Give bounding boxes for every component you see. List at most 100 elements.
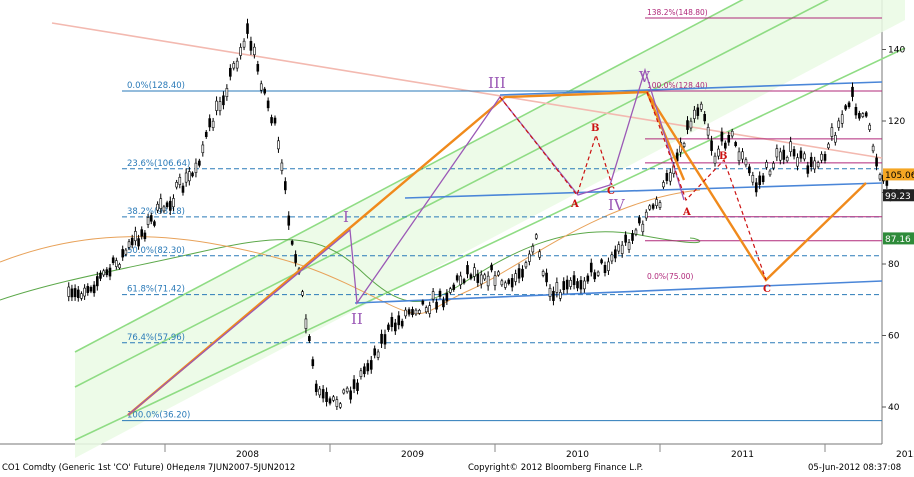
candle-body [724, 142, 727, 149]
footer-center: Copyright© 2012 Bloomberg Finance L.P. [468, 463, 644, 473]
upper-blue-line [499, 81, 883, 96]
candle-body [555, 282, 559, 293]
candle-body [552, 290, 555, 301]
candle-body [734, 142, 737, 147]
candle-body [256, 64, 260, 72]
candle-body [178, 176, 182, 185]
candle-body [854, 107, 858, 116]
price-badge-label: 105.06 [885, 171, 914, 181]
candle-body [325, 391, 328, 403]
abc-label: C [607, 186, 615, 197]
candle-body [775, 148, 779, 158]
candle-body [253, 46, 256, 56]
y-tick-label: 80 [888, 260, 900, 270]
candle-body [730, 130, 734, 137]
candle-body [111, 257, 115, 263]
candle-body [204, 131, 208, 137]
candle-body [504, 282, 507, 288]
impulse-trend [127, 90, 686, 416]
candle-body [149, 215, 153, 222]
candle-body [290, 240, 294, 245]
candle-body [235, 60, 239, 69]
wave-label-ii: II [351, 310, 363, 328]
candle-body [737, 151, 741, 162]
elliott-wave-lines [127, 67, 685, 416]
candle-body [121, 249, 124, 258]
candle-body [610, 254, 614, 262]
candle-body [191, 172, 194, 177]
candle-body [124, 249, 128, 255]
candle-body [500, 280, 504, 286]
candle-body [229, 67, 232, 77]
footer-left: CO1 Comdty (Generic 1st 'CO' Future) 0Не… [2, 463, 296, 473]
candle-body [634, 229, 638, 235]
candle-body [493, 275, 497, 286]
y-tick-label: 140 [888, 46, 905, 56]
abc-correction-2 [646, 91, 767, 281]
candle-body [665, 173, 669, 181]
candle-body [246, 23, 249, 34]
candle-body [294, 254, 297, 263]
candle-body [727, 134, 731, 143]
abc-label: A [682, 207, 691, 218]
candle-body [816, 162, 820, 168]
candle-body [215, 100, 218, 111]
candle-body [335, 399, 339, 407]
candle-body [490, 264, 493, 271]
fib-label: 38.2%(93.18) [127, 207, 185, 217]
candle-body [799, 150, 803, 159]
candle-body [181, 185, 185, 193]
candle-body [655, 199, 658, 206]
candle-body [507, 279, 511, 284]
candle-body [868, 124, 871, 131]
candle-body [198, 160, 201, 166]
candle-body [418, 310, 421, 314]
candle-body [624, 234, 627, 243]
candle-body [363, 366, 366, 375]
price-badge-label: 99.23 [885, 192, 911, 202]
candle-body [349, 390, 352, 400]
candle-body [847, 102, 851, 108]
candle-body [641, 223, 645, 233]
candle-body [524, 262, 528, 268]
candle-body [218, 101, 222, 112]
candle-body [466, 265, 469, 275]
candle-body [102, 270, 105, 276]
candle-body [744, 159, 748, 166]
candle-body [473, 267, 476, 277]
candle-body [184, 172, 188, 183]
candle-body [593, 272, 596, 280]
wave-label-i: I [343, 208, 349, 226]
candle-body [754, 182, 758, 193]
candle-body [188, 171, 191, 182]
price-series [67, 18, 892, 410]
candle-body [830, 127, 834, 137]
candle-body [162, 206, 166, 212]
x-tick-label: 2011 [731, 450, 754, 460]
candle-body [620, 244, 624, 254]
candle-body [394, 322, 397, 332]
candle-body [134, 231, 137, 242]
candle-body [159, 198, 163, 209]
candle-body [538, 251, 541, 258]
candle-body [449, 288, 452, 293]
channel-line [74, 47, 906, 441]
candle-body [369, 360, 373, 370]
candle-body [476, 273, 480, 283]
candle-body [548, 287, 552, 297]
candle-body [576, 281, 579, 289]
candle-body [840, 114, 844, 124]
candle-body [321, 389, 325, 399]
abc-label: C [763, 284, 771, 295]
candle-body [270, 117, 273, 124]
candle-body [156, 203, 159, 211]
candle-body [146, 217, 150, 225]
candle-body [421, 300, 425, 305]
candle-body [583, 280, 586, 290]
candle-body [127, 241, 131, 248]
candle-body [165, 202, 169, 207]
candle-body [699, 103, 703, 110]
candle-body [308, 336, 311, 342]
candle-body [328, 398, 332, 404]
